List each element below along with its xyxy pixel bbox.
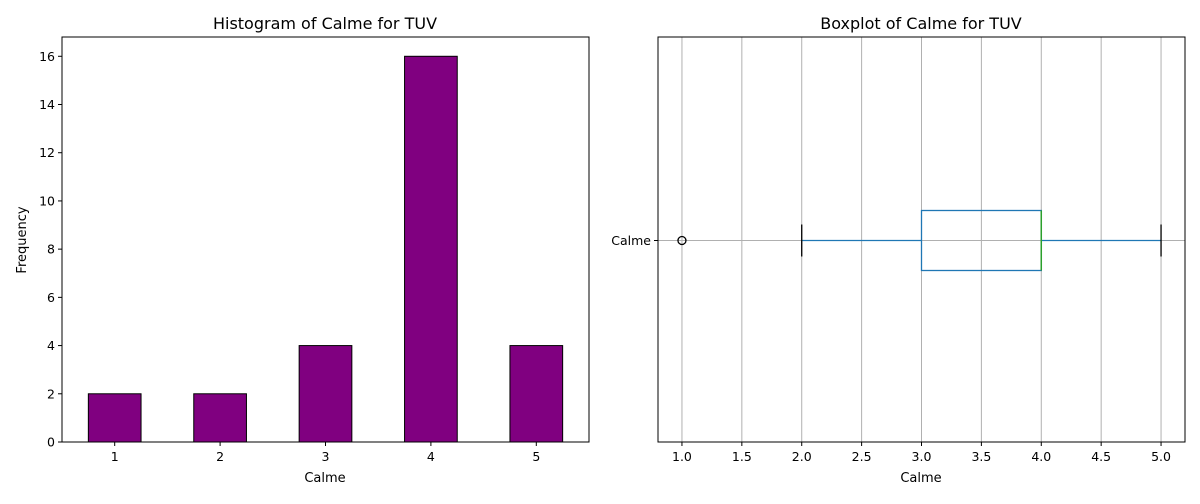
- histogram-title: Histogram of Calme for TUV: [213, 14, 437, 33]
- boxplot-x-tick-label: 3.0: [912, 449, 932, 464]
- histogram-y-axis-label: Frequency: [15, 206, 30, 273]
- boxplot-y-tick-label: Calme: [611, 233, 651, 248]
- histogram-y-tick-label: 0: [47, 435, 55, 450]
- boxplot-panel: Boxplot of Calme for TUV 1.0 1.5 2.0 2.5 3.0…: [611, 14, 1186, 486]
- boxplot-title: Boxplot of Calme for TUV: [820, 14, 1022, 33]
- histogram-bar: [87, 393, 142, 443]
- histogram-x-axis-label: Calme: [304, 471, 345, 486]
- boxplot-x-tick-label: 2.5: [852, 449, 872, 464]
- boxplot-x-tick-label: 1.5: [732, 449, 752, 464]
- histogram-bar: [193, 393, 247, 443]
- histogram-bar: [509, 345, 564, 443]
- histogram-x-tick-label: 4: [427, 449, 435, 464]
- histogram-y-tick-label: 4: [47, 338, 55, 353]
- boxplot-outlier-point: [677, 235, 687, 246]
- boxplot-y-ticks: Calme: [611, 233, 658, 248]
- histogram-x-tick-label: 3: [322, 449, 330, 464]
- histogram-y-tick-label: 16: [39, 49, 55, 64]
- histogram-x-tick-label: 5: [532, 449, 540, 464]
- histogram-y-tick-label: 12: [39, 145, 55, 160]
- boxplot-x-axis-label: Calme: [900, 471, 941, 486]
- histogram-bar: [404, 55, 458, 443]
- boxplot-x-tick-label: 1.0: [672, 449, 692, 464]
- histogram-y-tick-label: 8: [47, 242, 55, 257]
- histogram-bar: [298, 345, 353, 443]
- histogram-y-tick-label: 14: [39, 97, 55, 112]
- boxplot-x-tick-label: 3.5: [971, 449, 991, 464]
- histogram-x-tick-label: 1: [111, 449, 119, 464]
- boxplot-marks: [677, 209, 1162, 272]
- boxplot-x-tick-label: 5.0: [1151, 449, 1171, 464]
- boxplot-x-tick-label: 4.0: [1031, 449, 1051, 464]
- histogram-x-tick-label: 2: [216, 449, 224, 464]
- histogram-y-tick-label: 10: [39, 193, 55, 208]
- boxplot-x-tick-label: 2.0: [792, 449, 812, 464]
- boxplot-plot-frame: [657, 36, 1186, 443]
- histogram-x-ticks: 1 2 3 4 5: [111, 442, 540, 464]
- boxplot-x-tick-label: 4.5: [1091, 449, 1111, 464]
- histogram-panel: Histogram of Calme for TUV 0246810121416…: [15, 14, 590, 486]
- histogram-plot-frame: [61, 36, 590, 443]
- histogram-bars: [87, 55, 564, 443]
- histogram-y-ticks: 0 2 4 6 8 10 12 14 16: [39, 49, 62, 450]
- boxplot-x-ticks: 1.0 1.5 2.0 2.5 3.0 3.5 4.0 4.5 5.0: [672, 442, 1171, 464]
- histogram-y-tick-label: 2: [47, 386, 55, 401]
- histogram-y-tick-label: 6: [47, 290, 55, 305]
